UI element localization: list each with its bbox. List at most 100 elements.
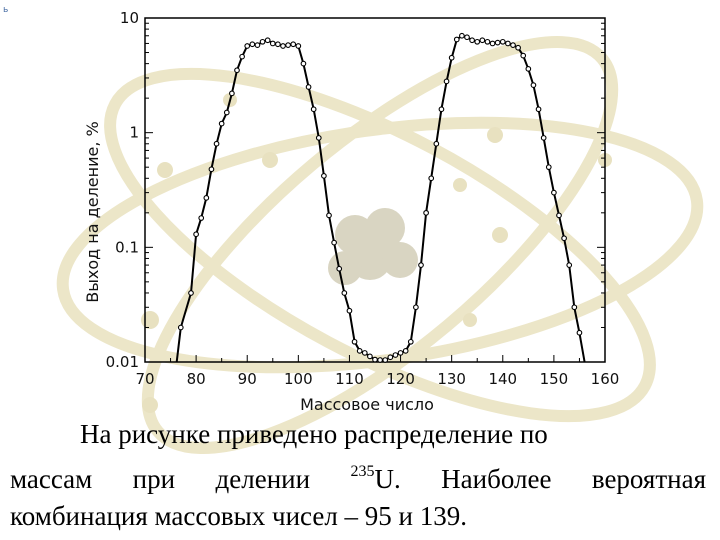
data-point [520, 52, 527, 59]
data-point [387, 354, 394, 361]
data-point [392, 352, 399, 358]
data-point [198, 215, 205, 221]
data-point [551, 189, 557, 196]
x-tick-label: 80 [187, 370, 206, 388]
caption-line-3: комбинация массовых чисел – 95 и 139. [10, 501, 467, 531]
corner-mark: ь [3, 5, 8, 15]
data-point [377, 357, 383, 363]
data-point [571, 304, 578, 311]
x-tick-label: 70 [135, 370, 154, 388]
series-points [177, 32, 583, 363]
data-point [382, 357, 389, 363]
data-point [295, 43, 302, 49]
data-point [556, 212, 562, 219]
data-point [356, 348, 363, 354]
x-tick-label: 140 [488, 370, 517, 388]
axis-ticks [144, 22, 606, 363]
data-point [545, 164, 552, 171]
data-point [275, 41, 281, 48]
data-point [208, 166, 215, 173]
series-line [175, 34, 586, 363]
x-tick-label: 120 [386, 370, 415, 388]
data-point [305, 84, 312, 90]
x-tick-label: 110 [335, 370, 364, 388]
data-point [505, 40, 511, 47]
data-point [234, 67, 240, 74]
x-tick-label: 130 [437, 370, 466, 388]
data-point [397, 350, 404, 356]
caption: На рисунке приведено распределение по ма… [10, 416, 706, 535]
data-point [525, 66, 532, 72]
data-point [254, 42, 261, 48]
data-point [428, 175, 435, 182]
data-point [193, 231, 199, 238]
data-point [259, 38, 266, 45]
data-point [479, 37, 486, 44]
data-point [372, 356, 378, 363]
data-point [326, 212, 332, 219]
data-point [515, 44, 521, 51]
data-point [331, 239, 337, 246]
caption-line-1: На рисунке приведено распределение по [80, 419, 548, 449]
data-point [453, 36, 460, 43]
data-point [264, 37, 271, 44]
data-point [510, 42, 516, 48]
y-tick-label: 10 [120, 9, 139, 27]
data-point [229, 90, 235, 97]
y-tick-label: 0.1 [115, 238, 139, 256]
data-point [188, 290, 194, 296]
data-point [336, 265, 343, 272]
data-point [341, 290, 348, 296]
data-point [218, 120, 225, 127]
data-point [464, 34, 470, 41]
y-tick-labels: 10 1 0.1 0.01 [106, 9, 139, 371]
data-point [418, 262, 424, 268]
data-point [280, 43, 286, 49]
data-point [433, 140, 440, 147]
data-point [469, 37, 475, 44]
data-point [423, 209, 429, 216]
data-point [489, 40, 496, 47]
x-tick-label: 100 [284, 370, 313, 388]
data-point [315, 135, 322, 141]
data-point [566, 262, 573, 268]
data-point [499, 38, 506, 45]
data-point [310, 106, 317, 113]
x-tick-label: 90 [238, 370, 257, 388]
data-point [285, 42, 291, 48]
data-point [244, 43, 251, 49]
y-tick-label: 1 [129, 124, 139, 142]
data-point [474, 38, 481, 45]
caption-line-2-start: массам при делении [10, 464, 351, 494]
data-point [438, 106, 445, 113]
data-point [407, 338, 414, 345]
data-point [213, 140, 220, 147]
data-point [402, 348, 409, 354]
data-point [239, 53, 245, 60]
x-axis-title: Массовое число [300, 395, 434, 414]
data-point [223, 109, 230, 116]
caption-line-2: массам при делении 235U. Наиболее вероят… [10, 453, 706, 498]
data-point [290, 41, 297, 48]
data-point [413, 304, 419, 311]
data-point [494, 39, 501, 46]
caption-line-2-end: U. Наиболее вероятная [374, 464, 706, 494]
data-point [300, 60, 307, 67]
data-point [540, 135, 547, 141]
data-point [561, 235, 567, 242]
x-tick-label: 160 [591, 370, 620, 388]
data-point [459, 32, 465, 39]
isotope-mass-number: 235 [350, 463, 375, 480]
data-point [351, 338, 358, 345]
data-point [269, 40, 276, 47]
data-point [576, 329, 583, 336]
data-point [249, 41, 256, 48]
data-point [321, 173, 327, 179]
data-point [361, 350, 368, 356]
data-point [535, 106, 542, 113]
x-tick-labels: 70 80 90 100 110 120 130 140 150 160 [135, 370, 619, 388]
y-tick-label: 0.01 [106, 353, 139, 371]
data-point [443, 78, 450, 85]
